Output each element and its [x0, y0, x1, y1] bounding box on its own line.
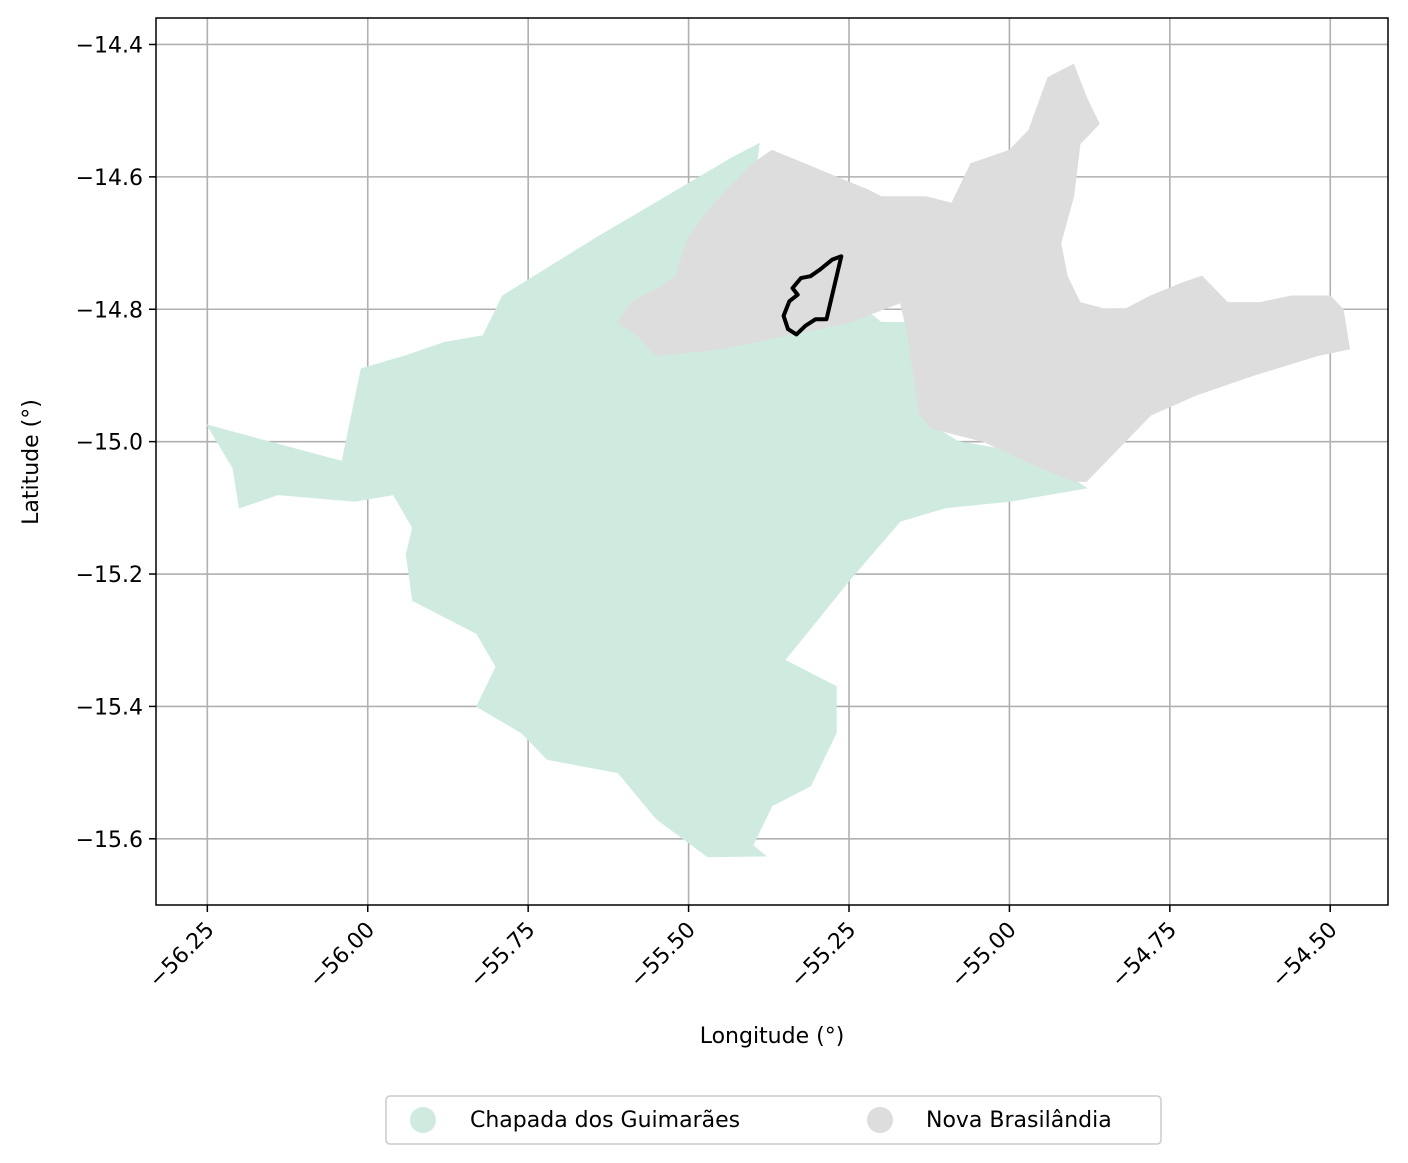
- legend-marker-nova-brasilandia: [867, 1107, 893, 1133]
- y-tick-label: −14.4: [76, 33, 143, 58]
- y-tick-label: −15.4: [76, 695, 143, 720]
- x-axis-label: Longitude (°): [700, 1024, 845, 1049]
- legend-label-nova-brasilandia: Nova Brasilândia: [926, 1108, 1112, 1133]
- x-tick-label: −55.75: [465, 918, 540, 993]
- x-axis-ticks: −56.25 −56.00 −55.75 −55.50 −55.25 −55.00 −54.…: [144, 905, 1342, 993]
- legend-label-chapada: Chapada dos Guimarães: [470, 1108, 740, 1133]
- legend-marker-chapada: [410, 1107, 436, 1133]
- y-tick-label: −14.8: [76, 298, 143, 323]
- x-tick-label: −56.25: [144, 918, 219, 993]
- x-tick-label: −56.00: [305, 918, 380, 993]
- y-axis-ticks: −14.4 −14.6 −14.8 −15.0 −15.2 −15.4 −15.6: [76, 33, 156, 853]
- region-chapada-dos-guimaraes: [206, 142, 1088, 858]
- x-tick-label: −55.50: [626, 918, 701, 993]
- x-tick-label: −55.25: [786, 918, 861, 993]
- y-tick-label: −15.0: [76, 431, 143, 456]
- region-nova-brasilandia: [617, 63, 1351, 482]
- highlighted-area-outline: [781, 254, 844, 337]
- legend: Chapada dos Guimarães Nova Brasilândia: [385, 1095, 1162, 1145]
- x-tick-label: −54.75: [1107, 918, 1182, 993]
- y-tick-label: −15.6: [76, 828, 143, 853]
- legend-box: [385, 1095, 1162, 1145]
- axes-frame: [155, 17, 1389, 906]
- regions-layer: [206, 63, 1351, 858]
- y-tick-label: −14.6: [76, 166, 143, 191]
- x-tick-label: −54.50: [1267, 918, 1342, 993]
- y-axis-label: Latitude (°): [19, 399, 44, 525]
- x-tick-label: −55.00: [946, 918, 1021, 993]
- highlight-layer: [781, 254, 844, 337]
- y-tick-label: −15.2: [76, 563, 143, 588]
